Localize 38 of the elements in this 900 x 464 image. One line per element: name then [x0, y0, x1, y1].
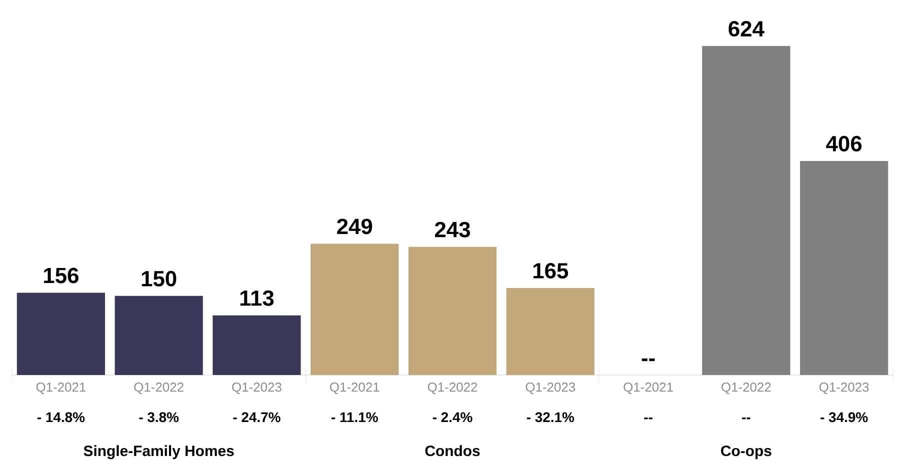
text: - 2.4%	[432, 412, 472, 422]
x-tick-label: Q1-2022	[134, 382, 184, 394]
text: --	[642, 358, 655, 362]
x-tick-label: Q1-2021	[330, 382, 380, 394]
data-label: 243	[434, 222, 470, 238]
bar	[702, 46, 790, 375]
data-label: 156	[44, 268, 78, 284]
data-label: 249	[337, 218, 372, 234]
bar	[310, 244, 399, 375]
data-label: 624	[728, 21, 764, 37]
text: - 3.8%	[139, 412, 179, 422]
text: - 32.1%	[526, 412, 574, 422]
text: - 11.1%	[332, 412, 378, 422]
bar	[212, 315, 301, 375]
text: --	[644, 418, 652, 420]
bar	[16, 292, 105, 375]
text: --	[742, 418, 750, 420]
x-tick-label: Q1-2022	[428, 382, 478, 394]
bar	[800, 160, 888, 375]
x-tick-label: Q1-2023	[819, 382, 869, 394]
bar	[408, 246, 497, 375]
x-tick-label: Q1-2022	[722, 382, 771, 394]
x-tick-label: Q1-2023	[526, 382, 576, 394]
bar	[506, 288, 594, 375]
data-label: 113	[240, 290, 274, 306]
text: - 24.7%	[233, 412, 280, 422]
x-tick-label: Q1-2021	[36, 382, 86, 394]
text: Single-Family Homes	[84, 445, 234, 460]
data-label: 406	[826, 136, 862, 152]
text: Co-ops	[721, 446, 772, 460]
data-label: 150	[142, 270, 176, 286]
bar	[114, 296, 203, 375]
x-tick-label: Q1-2023	[232, 382, 282, 394]
text: - 34.9%	[820, 412, 868, 422]
data-label: 165	[533, 262, 568, 279]
text: Condos	[425, 445, 480, 456]
text: - 14.8%	[37, 412, 85, 422]
x-tick-label: Q1-2021	[624, 382, 673, 394]
